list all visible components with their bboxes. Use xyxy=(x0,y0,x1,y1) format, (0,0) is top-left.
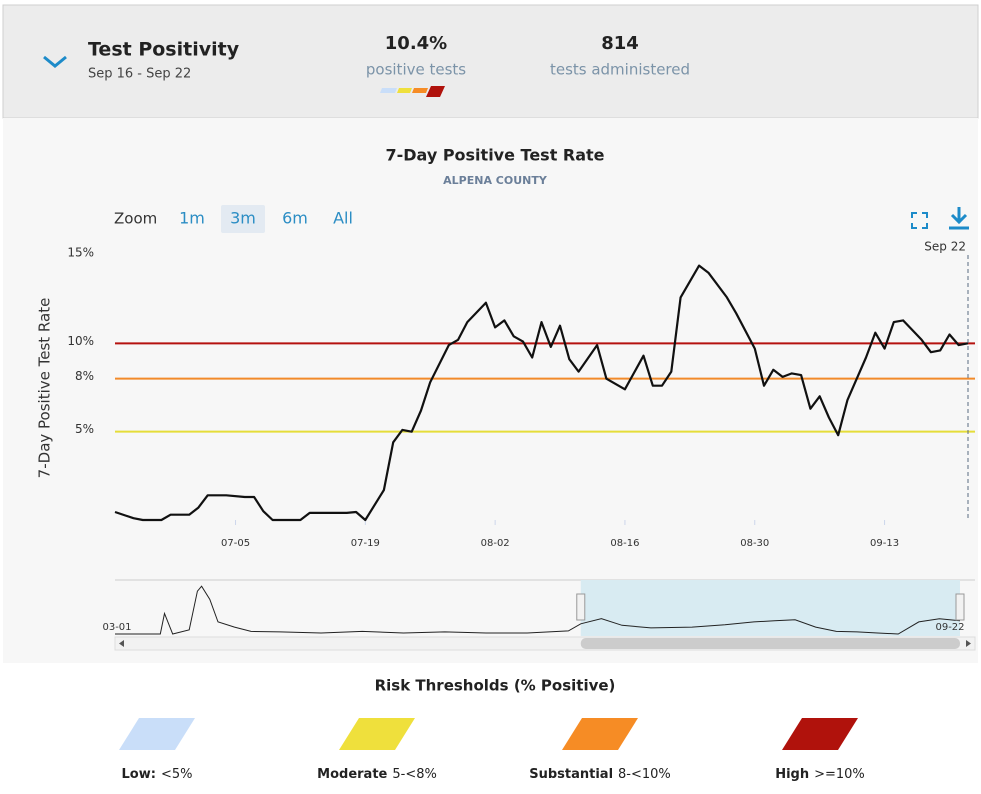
legend-label: Moderate 5-<8% xyxy=(317,767,437,782)
zoom-option[interactable]: 6m xyxy=(282,209,308,228)
download-icon[interactable] xyxy=(949,207,969,230)
stat-value: 10.4% xyxy=(385,33,447,54)
crosshair-label: Sep 22 xyxy=(924,240,966,254)
navigator-handle[interactable] xyxy=(955,593,965,621)
legend: Low: <5% Moderate 5-<8% Substantial 8-<10% Hig… xyxy=(119,718,865,782)
navigator-label: 09-22 xyxy=(935,622,964,633)
x-tick-label: 07-19 xyxy=(351,538,380,549)
zoom-option[interactable]: 3m xyxy=(230,209,256,228)
navigator-selection xyxy=(580,580,960,636)
zoom-label: Zoom xyxy=(114,210,157,228)
legend-label: High >=10% xyxy=(775,767,865,782)
scrollbar-thumb[interactable] xyxy=(580,638,960,649)
legend-swatch xyxy=(562,718,638,750)
header-title: Test Positivity xyxy=(88,39,240,61)
header-date: Sep 16 - Sep 22 xyxy=(88,67,191,82)
stat-value: 814 xyxy=(601,33,639,54)
x-tick-label: 08-02 xyxy=(481,538,510,549)
x-tick-label: 09-13 xyxy=(870,538,899,549)
legend-name: Low: xyxy=(122,767,156,782)
y-axis-label: 7-Day Positive Test Rate xyxy=(36,298,54,479)
zoom-option[interactable]: All xyxy=(333,209,353,228)
legend-swatch xyxy=(782,718,858,750)
scroll-left[interactable] xyxy=(119,640,124,647)
legend-range: <5% xyxy=(161,767,193,782)
x-tick-label: 08-30 xyxy=(740,538,769,549)
zoom-option[interactable]: 1m xyxy=(179,209,205,228)
legend-title: Risk Thresholds (% Positive) xyxy=(375,677,616,695)
x-tick-label: 08-16 xyxy=(610,538,639,549)
chart-subtitle: ALPENA COUNTY xyxy=(443,174,548,187)
data-line xyxy=(114,264,969,522)
navigator-handle[interactable] xyxy=(576,593,586,621)
legend-swatch xyxy=(339,718,415,750)
scroll-right[interactable] xyxy=(966,640,971,647)
risk-color-bar xyxy=(380,86,445,97)
y-tick-label: 8% xyxy=(75,369,94,383)
zoom-selected[interactable] xyxy=(221,205,265,233)
stat-label: positive tests xyxy=(366,61,466,79)
legend-name: Substantial xyxy=(529,767,613,782)
navigator-line xyxy=(115,585,961,635)
legend-range: >=10% xyxy=(814,767,865,782)
y-tick-label: 5% xyxy=(75,422,94,436)
x-tick-label: 07-05 xyxy=(221,538,250,549)
chart-title: 7-Day Positive Test Rate xyxy=(385,146,604,165)
zoom-buttons: 1m 3m 6m All xyxy=(179,205,353,233)
legend-name: High xyxy=(775,767,809,782)
legend-name: Moderate xyxy=(317,767,387,782)
legend-label: Substantial 8-<10% xyxy=(529,767,671,782)
stat-label: tests administered xyxy=(550,61,690,79)
y-tick-label: 10% xyxy=(67,334,94,348)
header-bar xyxy=(2,4,979,119)
legend-range: 8-<10% xyxy=(618,767,671,782)
chart-panel xyxy=(3,118,978,663)
legend-range: 5-<8% xyxy=(392,767,436,782)
fullscreen-icon[interactable] xyxy=(911,212,928,229)
legend-swatch xyxy=(119,718,195,750)
y-tick-label: 15% xyxy=(67,246,94,260)
legend-label: Low: <5% xyxy=(122,767,193,782)
collapse-chevron[interactable] xyxy=(43,55,67,68)
navigator-label: 03-01 xyxy=(102,622,131,633)
plot: 5% 8% 10% 15% 07-05 07-19 08-02 08-16 08-30 09-13… xyxy=(67,240,976,651)
